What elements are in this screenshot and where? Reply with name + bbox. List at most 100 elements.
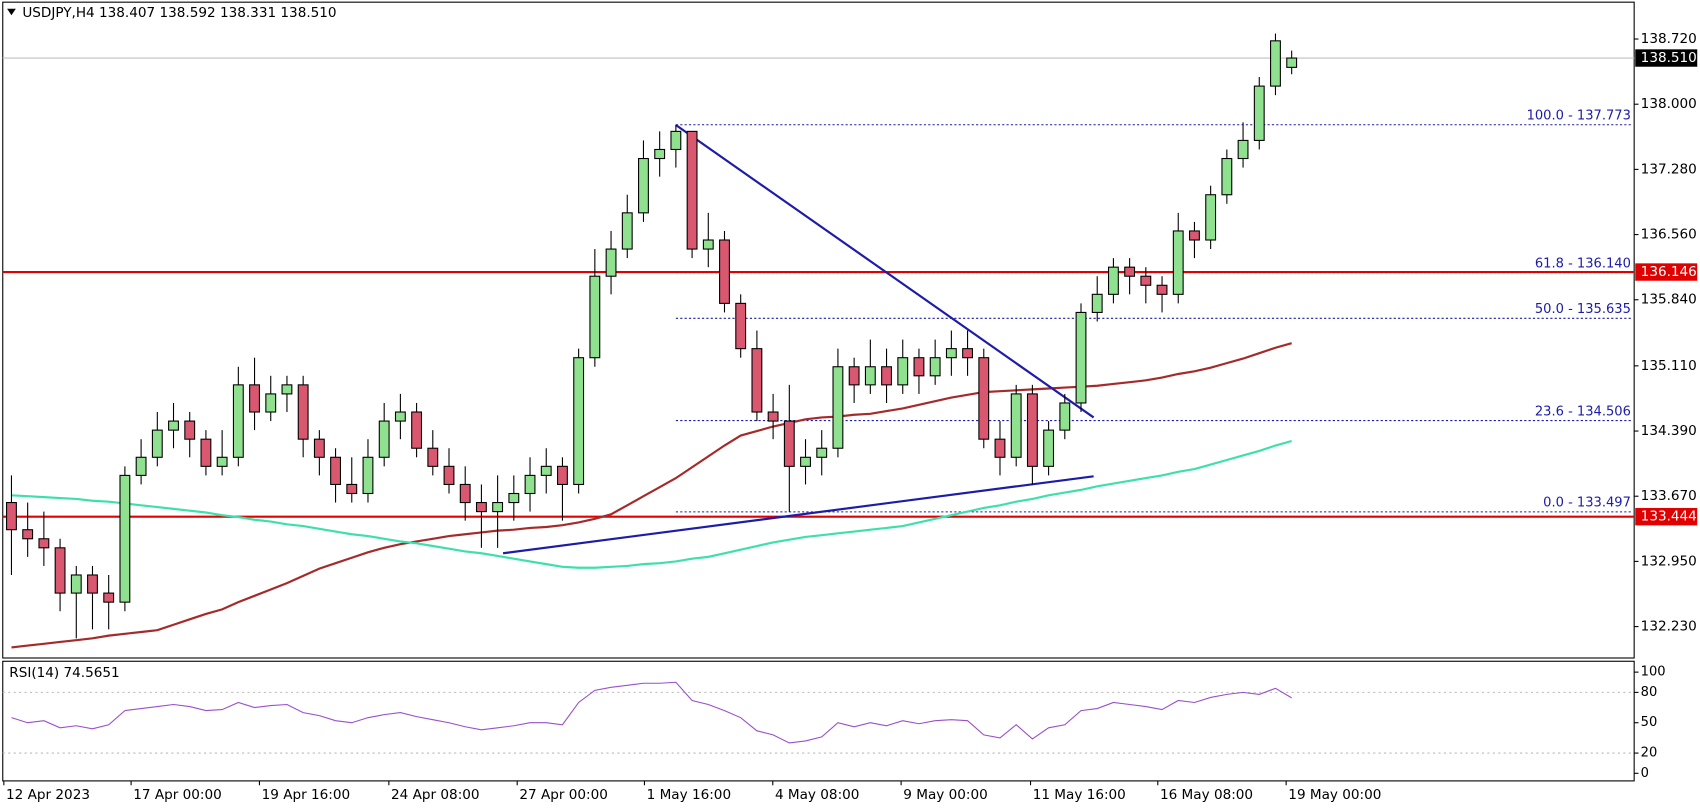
candle-body: [313, 438, 325, 458]
candle-body: [1237, 139, 1249, 160]
x-tick-label: 1 May 16:00: [647, 787, 731, 803]
candle-body: [281, 384, 293, 395]
candle-body: [135, 456, 147, 476]
candle-body: [508, 492, 520, 504]
x-tick-label: 12 Apr 2023: [6, 787, 90, 803]
x-tick-label: 9 May 00:00: [903, 787, 987, 803]
candle-body: [346, 483, 358, 495]
menu-arrow[interactable]: [7, 8, 16, 16]
candle-body: [265, 393, 277, 413]
y-tick-label: 133.670: [1641, 488, 1697, 504]
x-tick-label: 16 May 08:00: [1160, 787, 1253, 803]
candle-body: [719, 239, 730, 304]
current-price-box: [1635, 49, 1698, 67]
trend-line: [675, 124, 1095, 419]
candle-body: [184, 420, 196, 440]
candle-body: [443, 465, 455, 485]
candle-body: [929, 357, 941, 377]
candle-body: [945, 348, 957, 359]
fib-label: 61.8 - 136.140: [1535, 256, 1631, 271]
candle-body: [87, 574, 98, 594]
candle-body: [1059, 402, 1071, 431]
candle-body: [1091, 293, 1103, 313]
rsi-tick-label: 20: [1641, 746, 1658, 761]
candle-body: [1253, 85, 1265, 141]
candle-body: [557, 465, 568, 485]
candle-body: [881, 366, 892, 386]
candle-body: [573, 357, 585, 485]
candle-body: [589, 275, 601, 359]
moving-average: [11, 439, 1292, 569]
candle-body: [654, 148, 666, 160]
candle-body: [1172, 230, 1184, 295]
candle-body: [1189, 230, 1200, 241]
rsi-line: [11, 681, 1292, 744]
candle-body: [70, 574, 82, 594]
candle-body: [686, 130, 698, 250]
candle-body: [751, 348, 763, 413]
fib-label: 23.6 - 134.506: [1535, 404, 1631, 419]
candle-body: [864, 366, 876, 386]
candle-body: [297, 384, 309, 440]
candle-body: [1270, 40, 1281, 87]
candle-body: [38, 538, 50, 549]
candle-body: [330, 456, 342, 485]
candle-body: [1286, 57, 1298, 68]
candle-body: [6, 502, 17, 531]
candle-body: [1075, 311, 1087, 404]
candle-body: [832, 366, 844, 449]
fib-label: 100.0 - 137.773: [1527, 109, 1631, 124]
trend-line: [502, 475, 1094, 555]
candle-body: [1124, 266, 1136, 277]
candle-body: [168, 420, 179, 431]
candle-body: [978, 357, 990, 440]
candle-body: [1140, 275, 1152, 286]
candle-body: [994, 438, 1006, 458]
candle-body: [249, 384, 260, 413]
candle-body: [1221, 157, 1233, 196]
candle-body: [1043, 429, 1055, 467]
candle-body: [1205, 194, 1217, 241]
candle-body: [605, 248, 617, 277]
candle-body: [962, 348, 974, 359]
current-price-label: 138.510: [1641, 50, 1697, 66]
x-tick-label: 27 Apr 00:00: [519, 787, 608, 803]
candle-body: [1010, 393, 1022, 458]
candle-body: [621, 212, 633, 250]
candle-body: [216, 456, 228, 467]
candle-body: [200, 438, 212, 467]
main-frame: [2, 1, 1635, 659]
candle-body: [897, 357, 909, 386]
x-tick-label: 19 May 00:00: [1288, 787, 1381, 803]
y-tick-label: 132.230: [1641, 619, 1697, 635]
rsi-tick-label: 50: [1641, 715, 1658, 730]
level-box: [1635, 507, 1698, 526]
candle-body: [54, 547, 66, 594]
level-label: 133.444: [1641, 509, 1697, 525]
chart-title: USDJPY,H4 138.407 138.592 138.331 138.51…: [22, 5, 336, 21]
candle-body: [119, 474, 131, 603]
candle-body: [816, 447, 828, 458]
candle-body: [378, 420, 390, 458]
candle-body: [411, 411, 423, 449]
candle-body: [394, 411, 406, 422]
candle-body: [362, 456, 374, 495]
candle-body: [800, 456, 811, 467]
candle-body: [22, 529, 34, 540]
x-tick-label: 17 Apr 00:00: [133, 787, 222, 803]
candle-body: [427, 447, 439, 467]
candle-body: [702, 239, 714, 250]
y-tick-label: 136.560: [1641, 227, 1697, 243]
fib-label: 50.0 - 135.635: [1535, 302, 1631, 317]
candle-body: [492, 502, 504, 513]
level-box: [1635, 263, 1698, 281]
candle-body: [735, 302, 747, 350]
candle-body: [913, 357, 925, 377]
rsi-frame: [2, 660, 1635, 782]
rsi-tick-label: 0: [1641, 766, 1649, 781]
moving-average: [11, 342, 1292, 649]
candle-body: [783, 420, 795, 467]
y-tick-label: 134.390: [1641, 423, 1697, 439]
candle-body: [540, 465, 552, 476]
